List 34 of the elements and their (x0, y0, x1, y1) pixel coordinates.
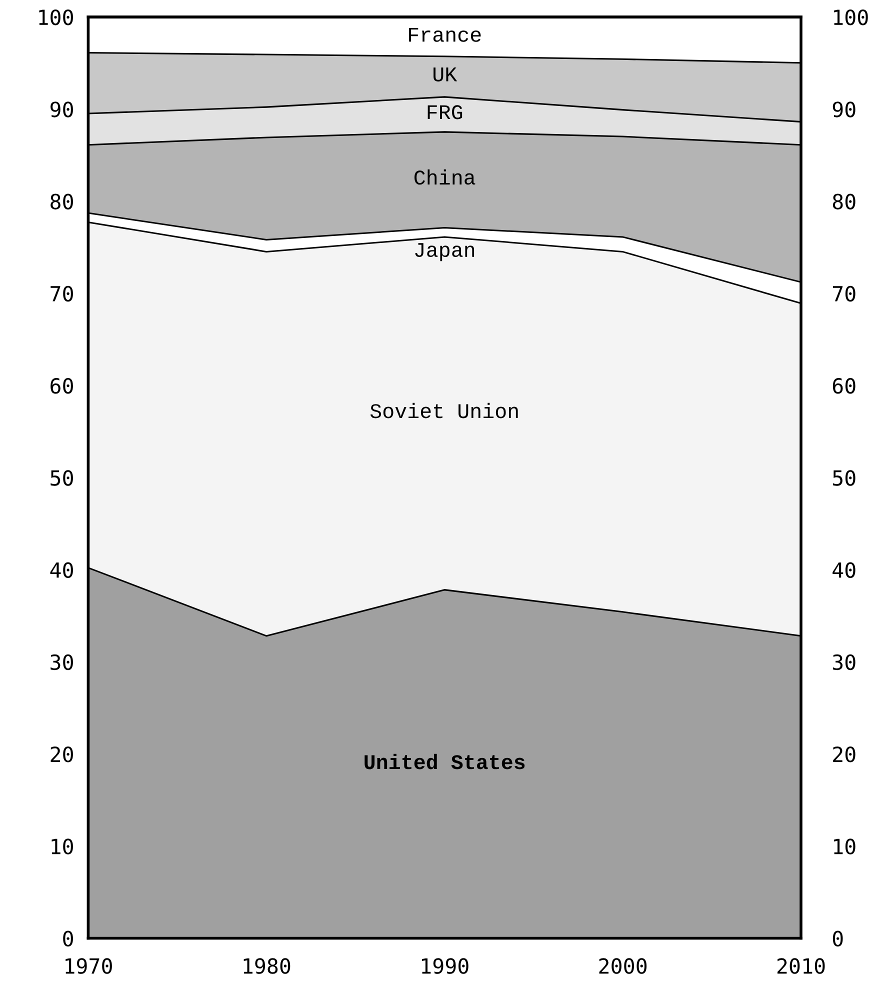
y-tick-label: 40 (50, 562, 73, 578)
series-label: UK (434, 68, 458, 82)
x-tick-label: 1980 (244, 958, 290, 974)
y2-tick-label: 20 (833, 746, 856, 762)
y2-tick-label: 0 (832, 930, 843, 946)
y2-tick-label: 100 (834, 9, 868, 26)
y2-tick-label: 80 (832, 194, 856, 210)
series-label: Japan (415, 243, 474, 262)
series-label: China (414, 169, 476, 185)
y-tick-label: 70 (50, 286, 73, 302)
y2-tick-label: 40 (832, 562, 856, 578)
y-tick-label: 0 (63, 930, 73, 946)
y2-tick-label: 60 (832, 378, 856, 394)
y-tick-label: 30 (50, 654, 73, 670)
y-tick-label: 90 (50, 102, 73, 118)
series-label: United States (364, 754, 525, 770)
y-tick-label: 20 (50, 746, 73, 762)
series-label: FRG (428, 105, 462, 120)
y-tick-label: 100 (39, 9, 73, 26)
y2-tick-label: 10 (834, 838, 856, 854)
x-tick-label: 2010 (777, 958, 825, 974)
x-tick-label: 2000 (599, 958, 647, 974)
y2-tick-label: 70 (832, 286, 856, 302)
y-tick-label: 10 (52, 838, 73, 854)
y-tick-label: 60 (50, 378, 73, 394)
x-tick-label: 1970 (66, 958, 112, 974)
series-label: France (409, 28, 481, 42)
y-tick-label: 80 (50, 194, 73, 210)
y2-tick-label: 90 (832, 102, 856, 118)
y2-tick-label: 30 (832, 654, 856, 670)
y-tick-label: 50 (50, 470, 73, 486)
y2-tick-label: 50 (833, 470, 856, 486)
series-label: Soviet Union (370, 402, 518, 418)
x-tick-label: 1990 (422, 958, 468, 974)
